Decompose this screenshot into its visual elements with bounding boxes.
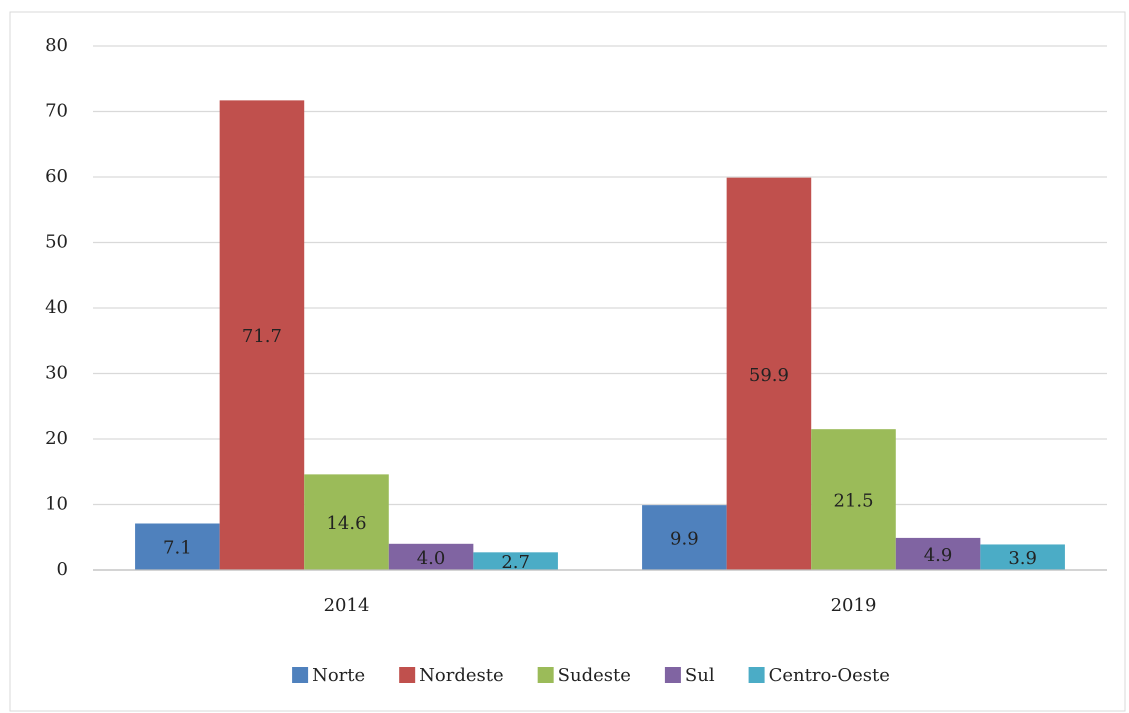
legend-swatch (537, 667, 554, 683)
data-label: 14.6 (326, 513, 366, 534)
y-tick-label: 50 (45, 232, 68, 253)
bar (135, 523, 220, 570)
legend-swatch (748, 667, 765, 683)
bar (980, 544, 1065, 570)
legend-label: Sudeste (558, 665, 631, 686)
y-tick-label: 30 (45, 363, 68, 384)
data-label: 9.9 (670, 529, 699, 550)
legend-label: Sul (685, 665, 715, 686)
legend-label: Norte (312, 665, 365, 686)
y-tick-label: 0 (57, 559, 68, 580)
data-label: 59.9 (749, 365, 789, 386)
y-tick-label: 80 (45, 35, 68, 56)
y-tick-label: 10 (45, 494, 68, 515)
bar (895, 537, 981, 570)
data-label: 7.1 (163, 538, 192, 559)
y-tick-label: 70 (45, 101, 68, 122)
bar (388, 543, 474, 570)
bar (642, 505, 727, 570)
bar (726, 177, 812, 570)
y-tick-label: 20 (45, 428, 68, 449)
chart-border (9, 11, 1126, 712)
data-label: 21.5 (833, 491, 873, 512)
data-label: 3.9 (1008, 548, 1037, 569)
bar (473, 552, 558, 570)
legend-swatch (292, 667, 309, 683)
data-label: 4.0 (417, 548, 446, 569)
bar (304, 474, 389, 570)
legend-label: Centro-Oeste (769, 665, 890, 686)
y-tick-label: 60 (45, 166, 68, 187)
data-label: 4.9 (924, 545, 953, 566)
y-tick-label: 40 (45, 297, 68, 318)
data-label: 71.7 (242, 326, 282, 347)
legend-swatch (399, 667, 416, 683)
legend-label: Nordeste (419, 665, 504, 686)
bar (219, 100, 305, 571)
legend-swatch (664, 667, 681, 683)
x-tick-label: 2019 (831, 595, 877, 616)
data-label: 2.7 (501, 552, 530, 573)
bar (811, 429, 896, 570)
x-tick-label: 2014 (324, 595, 370, 616)
